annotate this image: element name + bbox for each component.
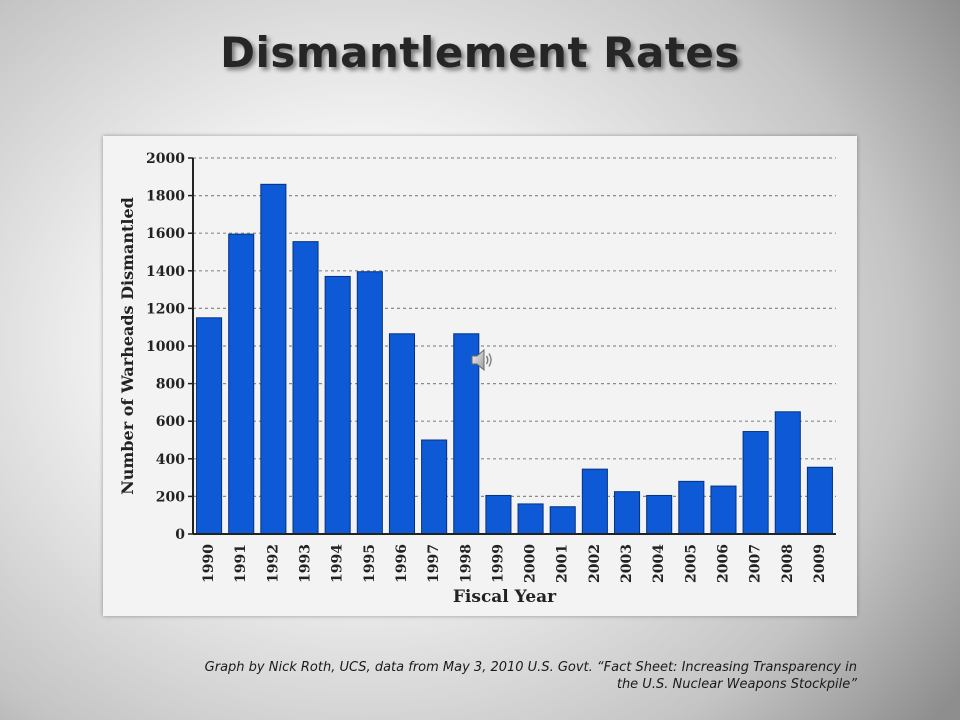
x-tick-label: 1995 <box>362 544 378 583</box>
x-tick-label: 2008 <box>780 544 796 583</box>
bar-2003 <box>613 491 641 535</box>
bar-2009 <box>806 466 833 535</box>
x-tick-label: 1994 <box>330 544 346 583</box>
bar-1990 <box>196 317 223 535</box>
slide-title: Dismantlement Rates <box>220 28 740 77</box>
y-tick-label: 1600 <box>146 226 185 242</box>
x-tick-label: 1991 <box>233 544 249 583</box>
x-tick-label: 1996 <box>394 544 410 583</box>
chart-frame: 0 200 400 600 800 1000 1200 1400 1600 1800 2000 199… <box>103 136 857 616</box>
x-tick-label: 2004 <box>651 544 667 583</box>
x-tick-label: 1997 <box>426 544 442 583</box>
y-tick-label: 1400 <box>146 264 185 280</box>
bar-2006 <box>710 485 737 535</box>
bar-1999 <box>485 494 512 535</box>
source-caption: Graph by Nick Roth, UCS, data from May 3… <box>100 659 857 693</box>
bar-2004 <box>646 494 673 535</box>
caption-line-1: Graph by Nick Roth, UCS, data from May 3… <box>204 660 857 675</box>
bar-2005 <box>678 480 705 535</box>
y-tick-label: 200 <box>156 489 185 505</box>
bar-2008 <box>774 411 801 535</box>
x-tick-label: 2005 <box>683 544 699 583</box>
bar-1996 <box>388 333 416 535</box>
bar-1991 <box>228 233 255 535</box>
bar-2007 <box>742 431 769 535</box>
bar-1998 <box>453 333 480 535</box>
y-tick-label: 400 <box>156 452 185 468</box>
x-tick-label: 1998 <box>458 544 474 583</box>
y-tick-label: 600 <box>156 414 185 430</box>
x-tick-label: 2001 <box>555 544 571 583</box>
y-tick-label: 0 <box>175 527 185 543</box>
speaker-icon[interactable] <box>468 346 496 374</box>
bar-1997 <box>421 439 448 535</box>
bar-1992 <box>260 183 287 535</box>
y-tick-label: 1200 <box>146 301 185 317</box>
x-tick-label: 2002 <box>587 544 603 583</box>
bar-2001 <box>549 506 576 535</box>
bar-1993 <box>292 241 319 535</box>
x-tick-label: 2007 <box>748 544 764 583</box>
x-tick-label: 2006 <box>715 544 731 583</box>
bar-1994 <box>324 275 351 535</box>
x-tick-label: 1992 <box>265 544 281 583</box>
x-tick-label: 1999 <box>490 544 506 583</box>
bar-chart: 0 200 400 600 800 1000 1200 1400 1600 1800 2000 199… <box>118 151 836 607</box>
x-tick-label: 2009 <box>812 544 828 583</box>
bar-1995 <box>356 271 383 535</box>
x-tick-label: 1993 <box>298 544 314 583</box>
y-axis-label: Number of Warheads Dismantled <box>118 197 137 495</box>
x-axis-label: Fiscal Year <box>453 587 557 607</box>
caption-line-2: the U.S. Nuclear Weapons Stockpile” <box>616 677 857 692</box>
x-tick-label: 1990 <box>201 544 217 583</box>
y-tick-label: 1000 <box>146 339 185 355</box>
y-tick-label: 800 <box>156 377 185 393</box>
y-tick-label: 1800 <box>146 189 185 205</box>
x-tick-label: 2003 <box>619 544 635 583</box>
x-tick-label: 2000 <box>523 544 539 583</box>
bar-2000 <box>517 503 544 535</box>
bar-2002 <box>581 468 608 535</box>
y-tick-label: 2000 <box>146 151 185 167</box>
